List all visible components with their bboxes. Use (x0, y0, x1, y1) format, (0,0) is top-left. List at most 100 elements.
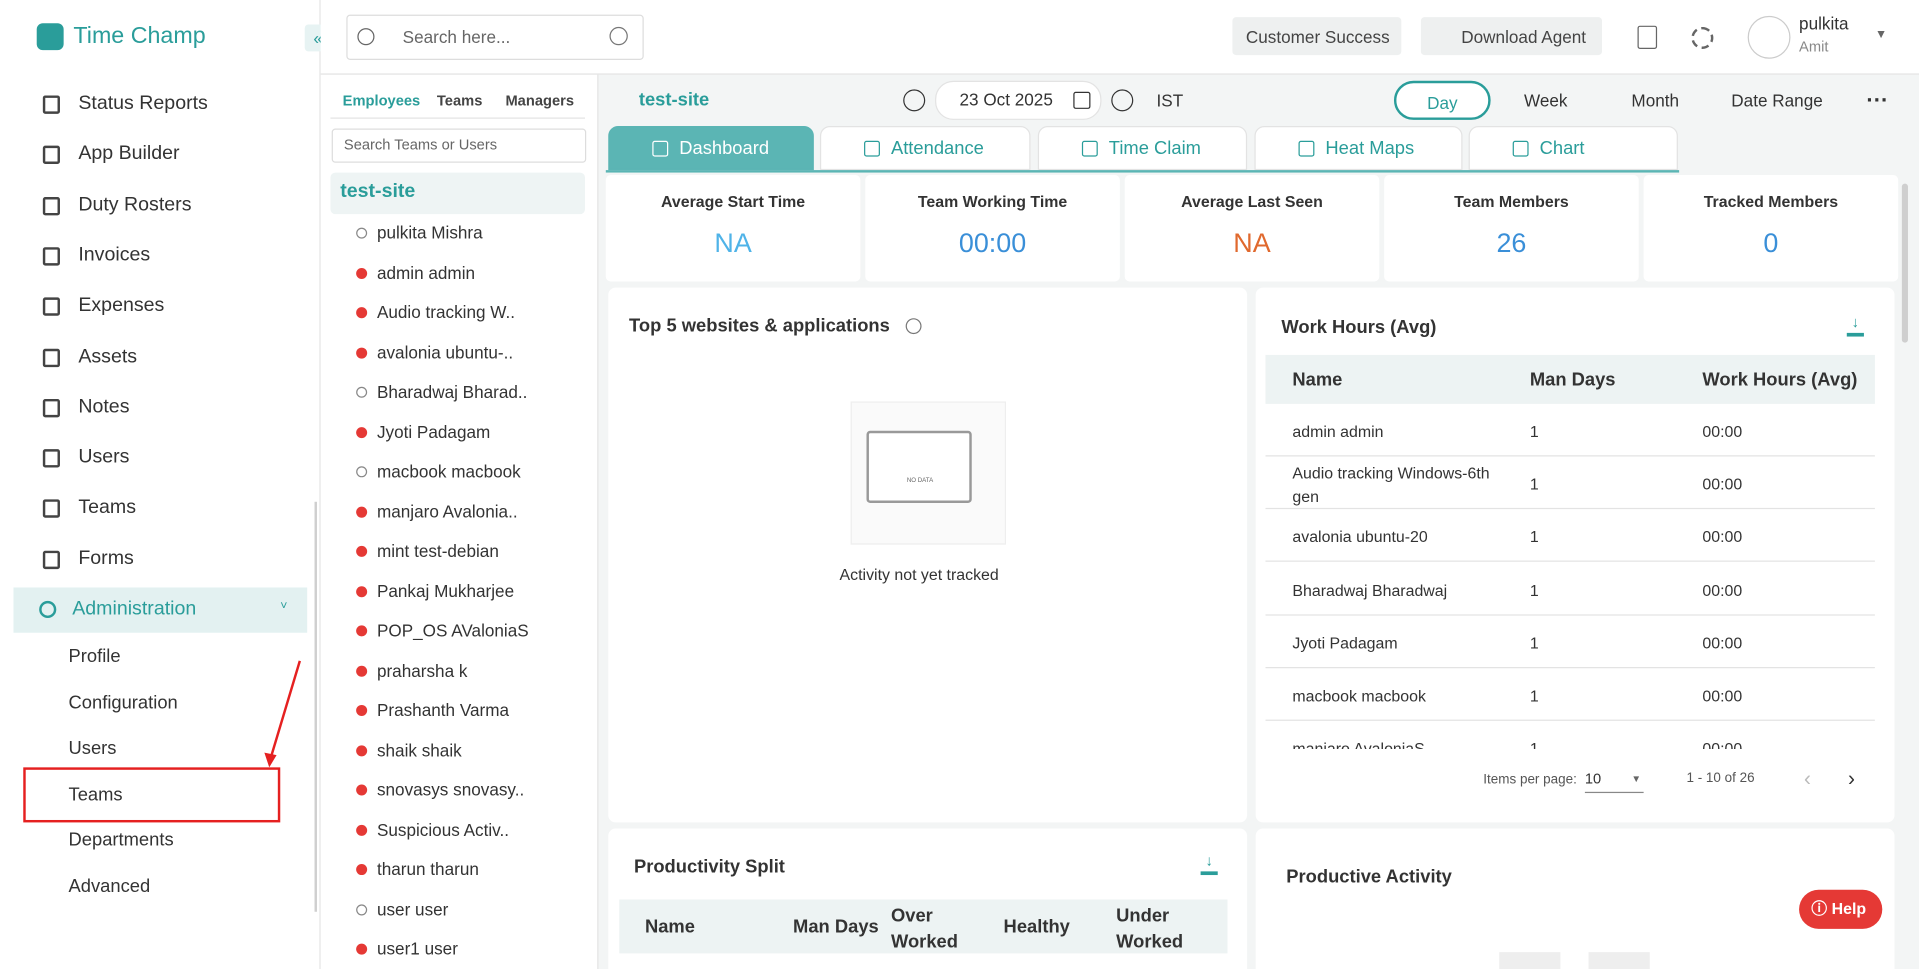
member-name[interactable]: POP_OS AValoniaS (376, 620, 529, 641)
tab-label[interactable]: Chart (1539, 138, 1585, 160)
nav-item[interactable]: Assets (78, 345, 138, 367)
member-name[interactable]: manjaro Avalonia.. (376, 501, 518, 521)
nav-item[interactable]: Users (78, 446, 130, 468)
member-name[interactable]: admin admin (376, 262, 476, 283)
column-header[interactable]: Under Worked (1116, 905, 1184, 953)
member-tab[interactable]: Teams (436, 91, 483, 109)
user-name[interactable]: pulkita (1799, 13, 1849, 34)
admin-icon[interactable] (39, 600, 57, 619)
pager-prev[interactable]: ‹ (1803, 767, 1811, 791)
nav-icon[interactable] (42, 348, 60, 367)
member-name[interactable]: Jyoti Padagam (376, 421, 491, 442)
tab[interactable] (1468, 126, 1678, 171)
report-icon[interactable] (1637, 25, 1658, 49)
nav-item[interactable]: Expenses (78, 295, 165, 316)
nav-item[interactable]: App Builder (78, 143, 180, 165)
member-name[interactable]: snovasys snovasy.. (376, 779, 525, 800)
calendar-icon[interactable] (1073, 91, 1091, 109)
nav-item[interactable]: Duty Rosters (78, 194, 192, 215)
top-button[interactable]: Download Agent (1461, 26, 1587, 47)
column-header[interactable]: Work Hours (Avg) (1702, 369, 1858, 391)
admin-item[interactable]: Teams (68, 784, 123, 806)
column-header[interactable]: Healthy (1003, 916, 1070, 938)
member-tab[interactable]: Employees (342, 91, 421, 109)
tab[interactable] (1254, 126, 1463, 171)
column-header[interactable]: Man Days (1529, 369, 1616, 391)
search-input[interactable]: Search here... (402, 26, 511, 47)
team-name[interactable]: test-site (340, 181, 416, 202)
team-row[interactable] (330, 172, 586, 215)
tab[interactable] (819, 126, 1031, 171)
nav-item[interactable]: Status Reports (78, 93, 208, 114)
range-option[interactable]: Day (1393, 80, 1491, 120)
top-button-bg[interactable] (1420, 17, 1603, 56)
nav-icon[interactable] (42, 550, 60, 569)
avatar[interactable] (1747, 15, 1791, 59)
column-header[interactable]: Name (644, 916, 695, 938)
member-name[interactable]: user user (376, 898, 449, 919)
range-option[interactable]: Week (1523, 90, 1568, 111)
admin-item[interactable]: Departments (68, 830, 174, 852)
nav-icon[interactable] (42, 398, 60, 418)
settings-icon[interactable] (1691, 26, 1714, 49)
member-name[interactable]: tharun tharun (376, 859, 479, 879)
member-name[interactable]: avalonia ubuntu-.. (376, 342, 514, 362)
tab-label[interactable]: Time Claim (1108, 138, 1201, 160)
column-header[interactable]: Name (1292, 369, 1343, 391)
admin-item[interactable]: Advanced (68, 876, 151, 898)
tab-label[interactable]: Heat Maps (1325, 138, 1415, 160)
date[interactable]: 23 Oct 2025 (959, 89, 1053, 109)
member-name[interactable]: Pankaj Mukharjee (376, 580, 515, 601)
tab-label[interactable]: Attendance (890, 138, 984, 160)
pager-caret[interactable]: ▼ (1631, 773, 1642, 785)
admin-label[interactable]: Administration (72, 598, 197, 620)
top-button-bg[interactable] (1232, 17, 1402, 56)
help-label[interactable]: Help (1831, 899, 1867, 918)
member-name[interactable]: Prashanth Varma (376, 700, 510, 720)
member-name[interactable]: praharsha k (376, 660, 468, 680)
nav-icon[interactable] (42, 499, 60, 519)
more-menu[interactable]: ··· (1866, 88, 1889, 113)
nav-icon[interactable] (42, 247, 60, 266)
member-name[interactable]: Bharadwaj Bharad.. (376, 381, 528, 402)
top-button[interactable]: Customer Success (1245, 26, 1390, 47)
nav-item[interactable]: Teams (78, 497, 137, 519)
tab[interactable] (1037, 126, 1248, 171)
member-tab[interactable]: Managers (505, 91, 575, 109)
column-header[interactable]: Over Worked (890, 905, 958, 953)
tab[interactable] (608, 126, 814, 171)
member-name[interactable]: user1 user (376, 938, 458, 959)
nav-item[interactable]: Forms (78, 547, 134, 569)
nav-item[interactable]: Invoices (78, 244, 151, 266)
tab-label[interactable]: Dashboard (679, 138, 770, 160)
admin-item[interactable]: Configuration (68, 692, 178, 714)
download-icon[interactable]: ↓ (1846, 315, 1864, 337)
admin-item[interactable]: Users (68, 738, 117, 760)
download-icon[interactable]: ↓ (1200, 853, 1218, 876)
nav-icon[interactable] (42, 449, 60, 468)
column-header[interactable]: Man Days (793, 916, 879, 938)
next-date[interactable] (1111, 89, 1134, 112)
prev-date[interactable] (903, 89, 926, 112)
nav-icon[interactable] (42, 95, 60, 114)
nav-icon[interactable] (42, 297, 60, 316)
timezone[interactable]: IST (1156, 90, 1184, 111)
member-name[interactable]: Suspicious Activ.. (376, 819, 510, 839)
range-option[interactable]: Date Range (1731, 90, 1823, 111)
member-name[interactable]: macbook macbook (376, 461, 521, 481)
admin-caret[interactable]: ˅ (280, 599, 288, 614)
member-search[interactable]: Search Teams or Users (343, 135, 498, 153)
nav-item[interactable]: Notes (78, 396, 130, 418)
range-option[interactable]: Month (1631, 90, 1680, 111)
pager-next[interactable]: › (1848, 767, 1855, 791)
nav-icon[interactable] (42, 146, 60, 165)
admin-item[interactable]: Profile (68, 646, 121, 667)
help-button[interactable]: ⓘ Help (1799, 889, 1883, 929)
nav-icon[interactable] (42, 196, 60, 215)
member-name[interactable]: Audio tracking W.. (376, 302, 516, 322)
member-name[interactable]: shaik shaik (376, 739, 462, 760)
member-name[interactable]: pulkita Mishra (376, 222, 483, 243)
pager-size[interactable]: 10 (1584, 770, 1644, 794)
search-box[interactable] (346, 14, 644, 60)
user-menu-caret[interactable]: ▼ (1874, 28, 1888, 42)
